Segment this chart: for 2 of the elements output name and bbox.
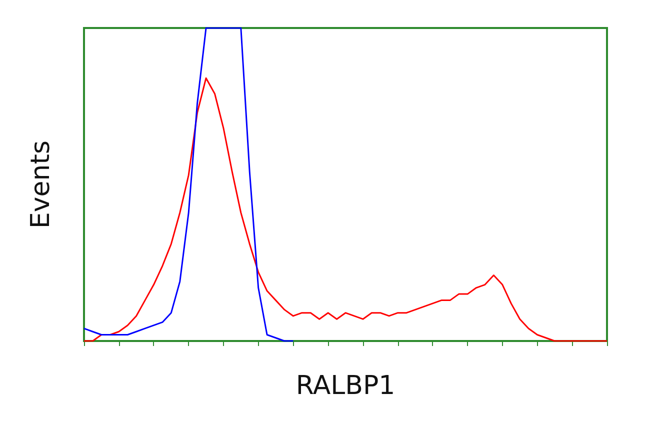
x-axis-title: RALBP1 (296, 371, 396, 401)
y-axis-title: Events (26, 140, 56, 229)
